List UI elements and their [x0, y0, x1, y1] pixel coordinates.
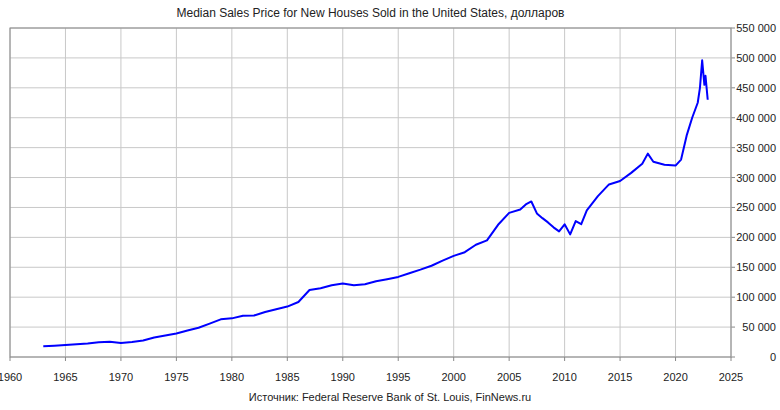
x-grid-line: [564, 28, 565, 357]
y-grid-line: [10, 147, 731, 148]
x-tick-label: 2005: [497, 371, 521, 383]
y-tick: [731, 87, 735, 88]
x-grid-line: [65, 28, 66, 357]
plot-area: [43, 60, 707, 346]
y-tick-label: 50 000: [742, 321, 776, 333]
y-tick-label: 350 000: [736, 142, 776, 154]
x-tick: [10, 357, 11, 361]
y-grid-line: [10, 87, 731, 88]
y-grid-line: [10, 297, 731, 298]
chart: Median Sales Price for New Houses Sold i…: [0, 0, 780, 410]
y-tick: [731, 28, 735, 29]
x-tick-label: 2020: [663, 371, 687, 383]
x-tick-label: 2010: [552, 371, 576, 383]
y-tick-label: 150 000: [736, 261, 776, 273]
y-tick-label: 450 000: [736, 82, 776, 94]
y-tick: [731, 267, 735, 268]
price-line: [43, 60, 707, 346]
x-tick: [509, 357, 510, 361]
y-tick-label: 500 000: [736, 52, 776, 64]
y-tick: [731, 207, 735, 208]
x-tick-label: 1980: [220, 371, 244, 383]
x-tick: [398, 357, 399, 361]
x-tick-label: 2000: [441, 371, 465, 383]
y-tick: [731, 117, 735, 118]
y-tick-label: 400 000: [736, 112, 776, 124]
x-grid-line: [342, 28, 343, 357]
x-tick: [675, 357, 676, 361]
source: Источник: Federal Reserve Bank of St. Lo…: [249, 391, 531, 403]
x-tick: [564, 357, 565, 361]
y-tick-label: 250 000: [736, 201, 776, 213]
x-grid-line: [398, 28, 399, 357]
y-tick: [731, 57, 735, 58]
x-tick-label: 1975: [164, 371, 188, 383]
x-tick-label: 1985: [275, 371, 299, 383]
x-tick-label: 1990: [331, 371, 355, 383]
x-tick-label: 1995: [386, 371, 410, 383]
x-tick-label: 1960: [0, 371, 22, 383]
y-tick-label: 200 000: [736, 231, 776, 243]
x-tick-label: 2025: [719, 371, 743, 383]
y-tick-label: 300 000: [736, 172, 776, 184]
x-tick: [231, 357, 232, 361]
x-grid-line: [509, 28, 510, 357]
x-tick: [342, 357, 343, 361]
background: [0, 0, 780, 410]
y-tick: [731, 297, 735, 298]
x-tick: [620, 357, 621, 361]
y-tick-label: 100 000: [736, 291, 776, 303]
x-tick-label: 1965: [53, 371, 77, 383]
x-tick: [176, 357, 177, 361]
x-tick: [120, 357, 121, 361]
y-grid-line: [10, 207, 731, 208]
y-grid-line: [10, 327, 731, 328]
y-tick-label: 0: [770, 351, 776, 363]
x-grid-line: [176, 28, 177, 357]
y-tick: [731, 177, 735, 178]
x-grid-line: [120, 28, 121, 357]
x-grid-line: [453, 28, 454, 357]
y-grid-line: [10, 237, 731, 238]
y-tick: [731, 357, 735, 358]
x-tick: [287, 357, 288, 361]
x-tick: [453, 357, 454, 361]
x-tick: [731, 357, 732, 361]
x-grid-line: [231, 28, 232, 357]
y-tick-label: 550 000: [736, 22, 776, 34]
x-grid-line: [620, 28, 621, 357]
y-tick: [731, 327, 735, 328]
y-grid-line: [10, 57, 731, 58]
x-tick: [65, 357, 66, 361]
y-tick: [731, 147, 735, 148]
y-grid-line: [10, 267, 731, 268]
title: Median Sales Price for New Houses Sold i…: [177, 6, 565, 20]
y-tick: [731, 237, 735, 238]
x-tick-label: 1970: [109, 371, 133, 383]
x-grid-line: [675, 28, 676, 357]
x-tick-label: 2015: [608, 371, 632, 383]
plot-frame: [10, 28, 731, 357]
y-grid-line: [10, 117, 731, 118]
